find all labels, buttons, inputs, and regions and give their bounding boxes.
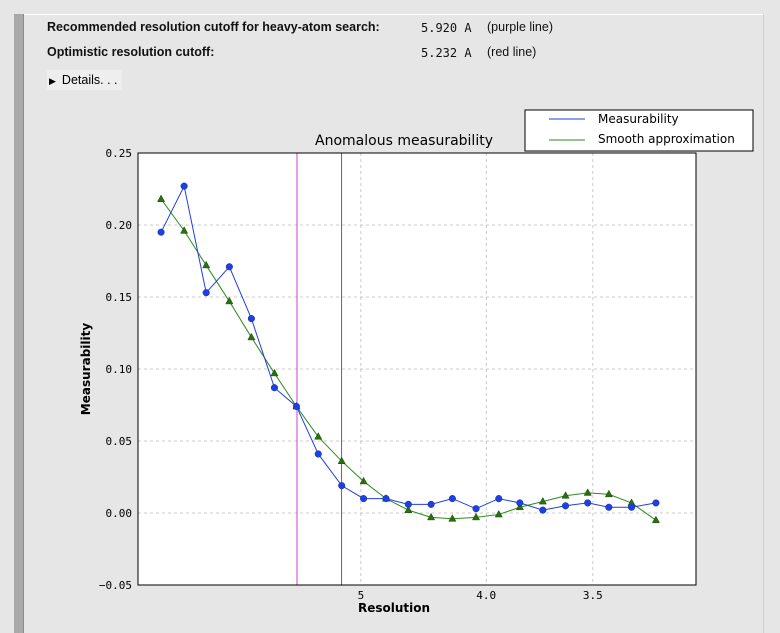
x-tick-label: 3.5 [583,589,603,602]
measurability-point [427,500,435,508]
y-tick-label: 0.15 [106,291,133,304]
recommended-cutoff-note: (purple line) [487,20,554,34]
y-tick-label: 0.25 [106,147,133,160]
smooth-point [515,502,524,511]
x-tick-label: 5 [358,589,365,602]
measurability-point [202,289,210,297]
left-panel-border [14,14,24,633]
measurability-point [495,495,503,503]
y-axis-label: Measurability [79,323,93,416]
smooth-point [359,476,368,485]
smooth-point [561,491,570,499]
smooth-point [494,509,503,518]
x-axis-label: Resolution [358,601,430,615]
plot-frame [137,152,697,586]
smooth-point [651,515,660,524]
legend [524,109,754,152]
smooth-point [270,368,279,377]
optimistic-cutoff-value: 5.232 A [421,46,472,60]
measurability-point [472,505,480,513]
legend-smooth-label: Smooth approximation [598,132,735,146]
smooth-point [314,432,323,440]
x-tick-label: 4.0 [476,589,496,602]
smooth-point [337,456,346,465]
smooth-point [604,489,613,498]
y-tick-label: 0.00 [106,507,133,520]
measurability-point [292,402,301,410]
optimistic-cutoff-row: Optimistic resolution cutoff: 5.232 A (r… [47,45,747,63]
y-tick-label: 0.20 [106,219,133,232]
measurability-point [314,450,322,458]
y-tick-label: 0.10 [106,363,133,376]
smooth-point [180,226,189,234]
smooth-point [583,488,592,496]
measurability-point [539,506,547,514]
smooth-point [404,505,413,513]
legend-measurability-label: Measurability [598,112,679,126]
measurability-point [225,263,233,271]
optimistic-cutoff-note: (red line) [487,45,537,59]
smooth-point [157,194,166,202]
smooth-point [427,512,436,521]
details-toggle[interactable]: ▶ Details. . . [47,70,122,90]
measurability-point [404,500,412,508]
measurability-point [627,503,636,511]
smooth-point [538,496,547,505]
y-tick-label: 0.05 [106,435,133,448]
measurability-point [652,499,660,507]
measurability-point [157,228,165,236]
y-tick-label: −0.05 [99,579,132,592]
measurability-point [605,503,613,511]
measurability-point [180,182,188,190]
measurability-point [516,499,524,507]
measurability-point [562,502,570,510]
chart-title: Anomalous measurability [315,133,493,149]
recommended-cutoff-label: Recommended resolution cutoff for heavy-… [47,20,380,34]
divider [24,14,764,15]
smooth-point [247,332,256,341]
measurability-point [448,495,456,503]
details-label: Details. . . [61,73,118,87]
measurability-point [270,384,279,392]
smooth-point [202,260,211,269]
measurability-point [584,499,592,507]
divider [763,14,764,633]
measurability-point [360,495,368,503]
measurability-point [247,315,255,323]
measurability-point [338,482,346,490]
smooth-point [448,514,457,522]
triangle-right-icon: ▶ [49,76,56,86]
optimistic-cutoff-label: Optimistic resolution cutoff: [47,45,215,59]
recommended-cutoff-row: Recommended resolution cutoff for heavy-… [47,20,747,38]
smooth-point [225,296,234,305]
measurability-point [382,495,390,503]
smooth-point [472,512,481,521]
recommended-cutoff-value: 5.920 A [421,21,472,35]
